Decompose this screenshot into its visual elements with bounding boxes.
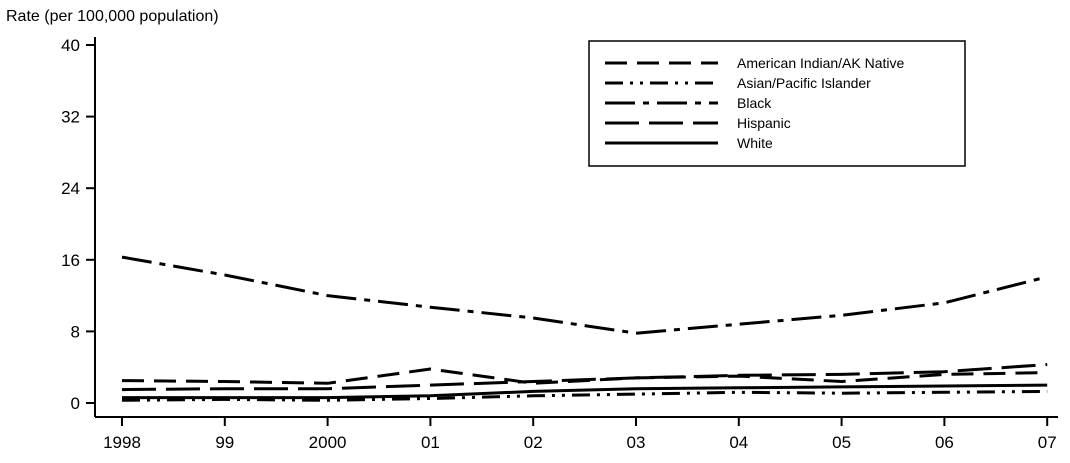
legend-label: American Indian/AK Native bbox=[737, 55, 905, 71]
y-tick-label: 8 bbox=[71, 322, 80, 341]
x-tick-label: 2000 bbox=[309, 433, 347, 452]
legend-label: Black bbox=[737, 95, 772, 111]
legend-label: Hispanic bbox=[737, 115, 791, 131]
y-axis-label: Rate (per 100,000 population) bbox=[6, 8, 219, 25]
plot-area bbox=[121, 255, 1048, 402]
x-tick-label: 01 bbox=[421, 433, 440, 452]
y-tick-label: 32 bbox=[61, 108, 80, 127]
axes: 0 8 16 24 32 40 1998 99 2000 01 02 03 04 05 06 07 bbox=[61, 36, 1058, 452]
legend: American Indian/AK Native Asian/Pacific I… bbox=[588, 40, 966, 167]
x-tick-label: 03 bbox=[627, 433, 646, 452]
y-tick-label: 0 bbox=[71, 394, 80, 413]
y-tick-label: 24 bbox=[61, 179, 80, 198]
y-tick-label: 40 bbox=[61, 36, 80, 55]
x-tick-label: 02 bbox=[524, 433, 543, 452]
series-line bbox=[122, 383, 1048, 400]
legend-label: Asian/Pacific Islander bbox=[737, 75, 871, 91]
x-tick-label: 06 bbox=[935, 433, 954, 452]
y-tick-label: 16 bbox=[61, 251, 80, 270]
legend-label: White bbox=[737, 135, 773, 151]
series-line bbox=[121, 363, 1048, 392]
x-tick-label: 04 bbox=[729, 433, 748, 452]
x-tick-label: 05 bbox=[832, 433, 851, 452]
x-tick-label: 1998 bbox=[103, 433, 141, 452]
x-tick-label: 07 bbox=[1038, 433, 1057, 452]
series-line bbox=[121, 389, 1048, 402]
series-line bbox=[121, 255, 1048, 335]
x-tick-label: 99 bbox=[215, 433, 234, 452]
